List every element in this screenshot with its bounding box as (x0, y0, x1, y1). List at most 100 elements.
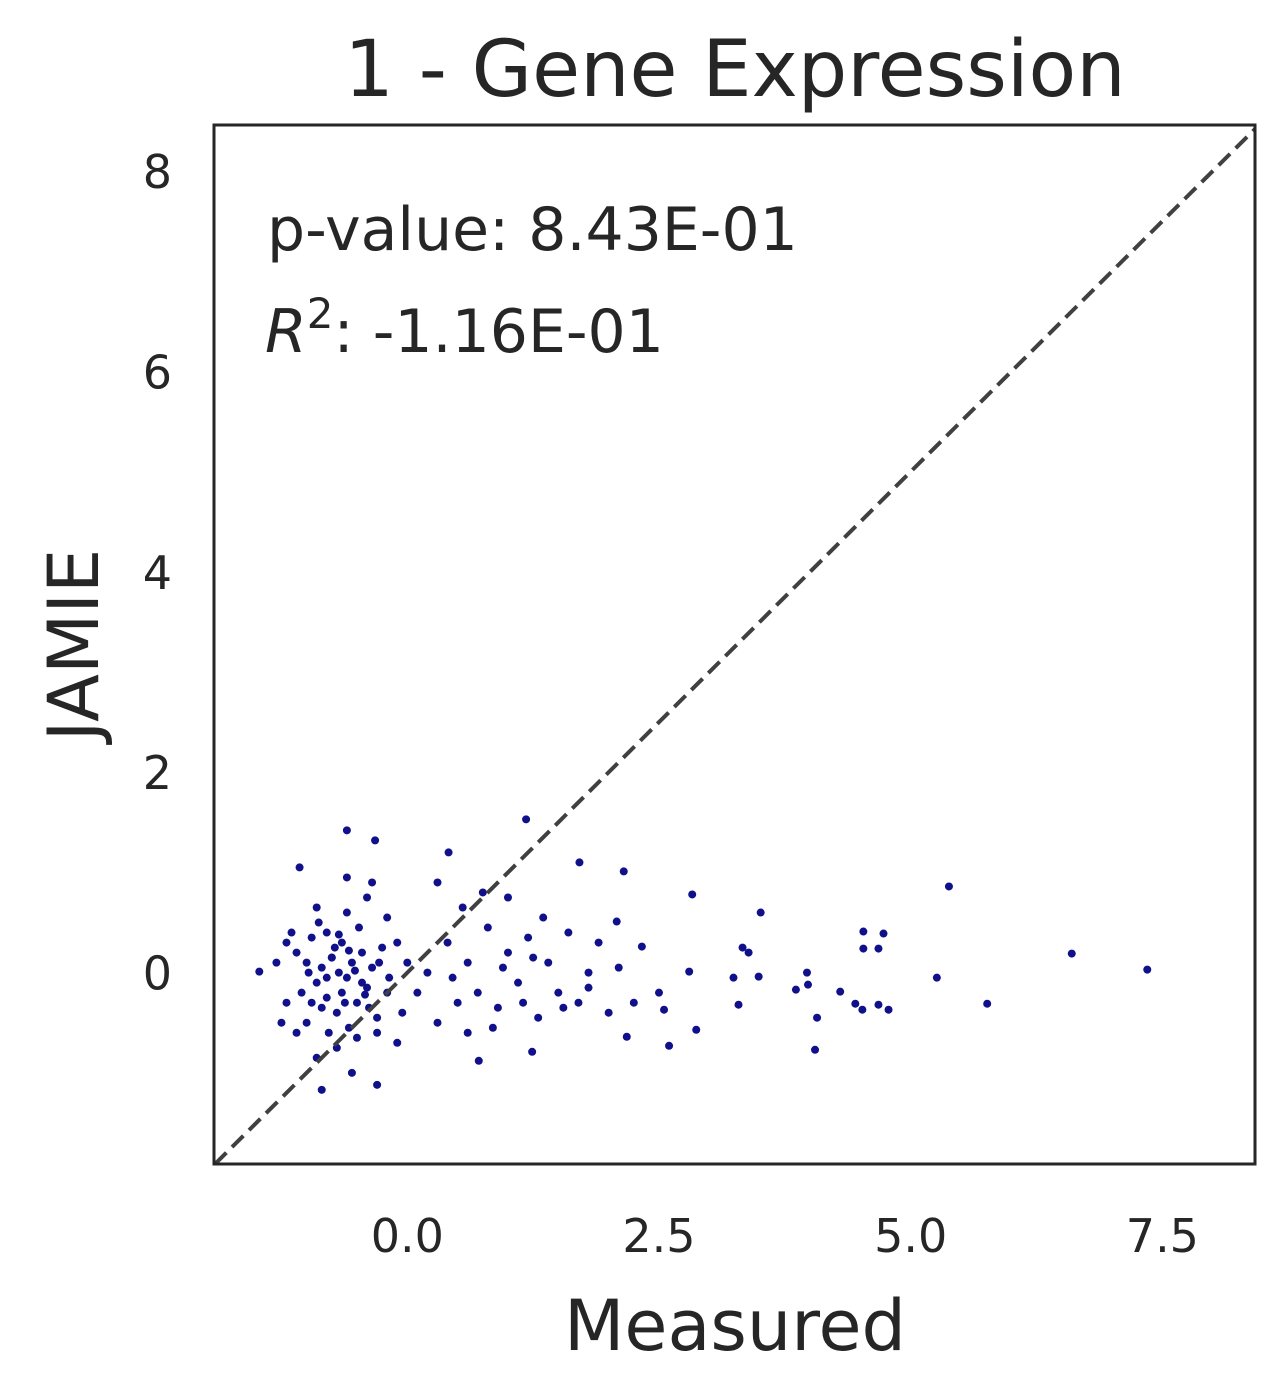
point (1143, 965, 1152, 974)
point (354, 923, 363, 932)
point (317, 1003, 326, 1012)
point (473, 988, 482, 997)
point (629, 998, 638, 1007)
point (413, 988, 422, 997)
r2-exponent: 2 (307, 289, 334, 338)
point (564, 928, 573, 937)
point (688, 890, 697, 899)
point (483, 923, 492, 932)
point (859, 927, 868, 936)
r2-annotation: R2: -1.16E-01 (265, 289, 664, 367)
point (342, 826, 351, 835)
point (344, 1023, 353, 1032)
point (756, 908, 765, 917)
point (619, 867, 628, 876)
y-tick-label: 2 (143, 746, 172, 800)
point (498, 963, 507, 972)
point (378, 943, 387, 952)
point (474, 1056, 483, 1065)
point (302, 958, 311, 967)
point (503, 893, 512, 902)
point (324, 1028, 333, 1037)
point (322, 928, 331, 937)
point (433, 878, 442, 887)
chart-title: 1 - Gene Expression (344, 25, 1125, 115)
point (514, 978, 523, 987)
r2-text: : -1.16E-01 (333, 297, 663, 367)
point (352, 1033, 361, 1042)
point (559, 1003, 568, 1012)
point (292, 948, 301, 957)
point (811, 1045, 820, 1054)
point (554, 988, 563, 997)
point (304, 968, 313, 977)
point (879, 929, 888, 938)
point (791, 985, 800, 994)
point (493, 1003, 502, 1012)
point (373, 1013, 382, 1022)
point (983, 999, 992, 1008)
point (385, 973, 394, 982)
point (453, 998, 462, 1007)
point (344, 946, 353, 955)
point (337, 938, 346, 947)
point (519, 998, 528, 1007)
point (342, 973, 351, 982)
point (393, 1038, 402, 1047)
point (398, 1008, 407, 1017)
point (330, 943, 339, 952)
point (383, 913, 392, 922)
point (539, 913, 548, 922)
point (312, 978, 321, 987)
point (614, 963, 623, 972)
point (368, 963, 377, 972)
point (317, 963, 326, 972)
y-tick-label: 8 (143, 145, 172, 199)
point (295, 863, 304, 872)
point (836, 987, 845, 996)
point (255, 967, 264, 976)
point (350, 966, 359, 975)
point (314, 918, 323, 927)
point (342, 873, 351, 882)
point (448, 973, 457, 982)
point (874, 944, 883, 953)
point (685, 967, 694, 976)
point (282, 938, 291, 947)
point (443, 938, 452, 947)
point (368, 878, 377, 887)
point (802, 968, 811, 977)
point (307, 933, 316, 942)
point (528, 1047, 537, 1056)
point (373, 1080, 382, 1089)
point (574, 998, 583, 1007)
point (282, 998, 291, 1007)
point (444, 848, 453, 857)
point (1067, 949, 1076, 958)
x-tick-label: 5.0 (874, 1209, 947, 1263)
point (754, 972, 763, 981)
point (307, 998, 316, 1007)
point (322, 993, 331, 1002)
point (851, 999, 860, 1008)
point (347, 1068, 356, 1077)
point (660, 1005, 669, 1014)
point (692, 1025, 701, 1034)
point (433, 1018, 442, 1027)
y-tick-label: 0 (143, 947, 172, 1001)
point (357, 948, 366, 957)
point (334, 930, 343, 939)
identity-line (213, 127, 1257, 1166)
r2-symbol: R (265, 297, 307, 367)
y-tick-label: 4 (143, 546, 172, 600)
point (744, 948, 753, 957)
point (488, 1023, 497, 1032)
point (302, 1018, 311, 1027)
plot-frame (212, 123, 1257, 1166)
point (734, 1000, 743, 1009)
point (584, 968, 593, 977)
point (337, 988, 346, 997)
point (584, 983, 593, 992)
x-tick-label: 7.5 (1126, 1209, 1199, 1263)
point (332, 1008, 341, 1017)
